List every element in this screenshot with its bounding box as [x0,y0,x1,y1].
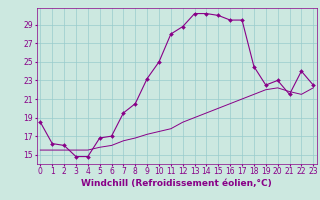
X-axis label: Windchill (Refroidissement éolien,°C): Windchill (Refroidissement éolien,°C) [81,179,272,188]
